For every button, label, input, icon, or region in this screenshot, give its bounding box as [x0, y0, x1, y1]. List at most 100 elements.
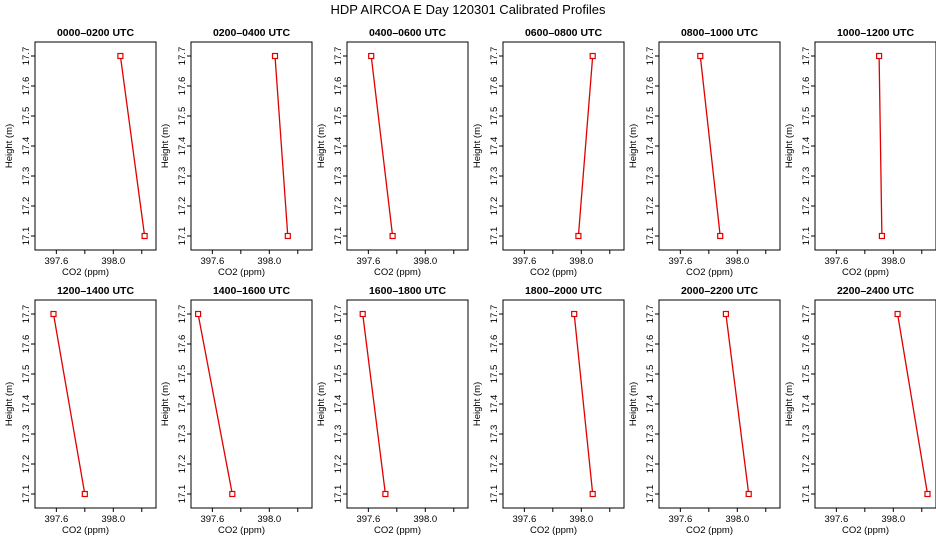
y-tick-label: 17.3 [21, 425, 32, 444]
y-tick-label: 17.7 [645, 305, 656, 324]
y-tick-label: 17.4 [645, 395, 656, 414]
y-tick-label: 17.2 [645, 197, 656, 216]
y-tick-label: 17.1 [489, 485, 500, 504]
y-axis-label: Height (m) [160, 382, 171, 426]
x-tick-label: 398.0 [101, 514, 125, 525]
panel-title: 2000–2200 UTC [681, 285, 758, 297]
y-tick-label: 17.1 [21, 485, 32, 504]
y-tick-label: 17.1 [21, 227, 32, 246]
y-tick-label: 17.4 [21, 395, 32, 414]
panel-title: 1600–1800 UTC [369, 285, 446, 297]
y-tick-label: 17.7 [801, 47, 812, 66]
x-tick-label: 397.6 [200, 514, 224, 525]
profile-point [368, 52, 375, 60]
profile-point [382, 490, 389, 498]
panel-title: 1200–1400 UTC [57, 285, 134, 297]
plot-frame [658, 41, 781, 251]
x-tick-label: 397.6 [356, 514, 380, 525]
y-tick-label: 17.5 [177, 107, 188, 126]
profile-line [573, 313, 594, 495]
profile-point [875, 52, 883, 60]
y-tick-label: 17.6 [489, 335, 500, 354]
y-tick-label: 17.3 [333, 425, 344, 444]
y-tick-label: 17.3 [21, 167, 32, 186]
profile-point [271, 52, 279, 60]
y-tick-label: 17.1 [801, 485, 812, 504]
profile-point [81, 490, 88, 498]
x-axis-label: CO2 (ppm) [686, 267, 733, 278]
y-tick-label: 17.4 [489, 395, 500, 414]
y-tick-label: 17.6 [177, 77, 188, 96]
x-axis-label: CO2 (ppm) [530, 525, 577, 536]
x-tick-label: 397.6 [824, 514, 848, 525]
plot-frame [346, 41, 469, 251]
panel-title: 0400–0600 UTC [369, 27, 446, 39]
profile-point [141, 232, 148, 240]
y-tick-label: 17.2 [21, 455, 32, 474]
y-tick-label: 17.5 [801, 107, 812, 126]
plot-frame [658, 299, 781, 509]
plot-frame [190, 299, 313, 509]
y-tick-label: 17.4 [801, 137, 812, 156]
y-tick-label: 17.3 [801, 167, 812, 186]
y-tick-label: 17.1 [489, 227, 500, 246]
plot-frame [814, 41, 936, 251]
y-tick-label: 17.5 [333, 365, 344, 384]
profile-point [571, 310, 578, 318]
y-tick-label: 17.6 [21, 77, 32, 96]
y-tick-label: 17.7 [177, 305, 188, 324]
y-tick-label: 17.3 [489, 167, 500, 186]
y-tick-label: 17.1 [177, 227, 188, 246]
y-tick-label: 17.6 [177, 335, 188, 354]
page-title: HDP AIRCOA E Day 120301 Calibrated Profi… [330, 2, 606, 17]
y-axis-label: Height (m) [628, 382, 639, 426]
y-tick-label: 17.7 [801, 305, 812, 324]
y-axis-label: Height (m) [472, 382, 483, 426]
profile-line [362, 313, 387, 495]
profile-line [52, 313, 86, 495]
y-tick-label: 17.5 [489, 107, 500, 126]
y-tick-label: 17.3 [645, 425, 656, 444]
x-tick-label: 397.6 [512, 256, 536, 267]
y-tick-label: 17.7 [21, 47, 32, 66]
profile-line [896, 313, 929, 495]
y-tick-label: 17.1 [645, 227, 656, 246]
y-tick-label: 17.2 [177, 455, 188, 474]
y-tick-label: 17.3 [489, 425, 500, 444]
x-tick-label: 397.6 [668, 256, 692, 267]
y-tick-label: 17.5 [177, 365, 188, 384]
y-axis-label: Height (m) [628, 124, 639, 168]
plot-frame [34, 41, 157, 251]
y-axis-label: Height (m) [784, 124, 795, 168]
x-axis-label: CO2 (ppm) [62, 267, 109, 278]
x-axis-label: CO2 (ppm) [62, 525, 109, 536]
panel-title: 0000–0200 UTC [57, 27, 134, 39]
x-axis-label: CO2 (ppm) [374, 525, 421, 536]
y-tick-label: 17.7 [489, 305, 500, 324]
panel-title: 0600–0800 UTC [525, 27, 602, 39]
x-tick-label: 398.0 [257, 256, 281, 267]
profile-line [370, 55, 394, 237]
x-tick-label: 398.0 [257, 514, 281, 525]
y-tick-label: 17.7 [21, 305, 32, 324]
y-tick-label: 17.6 [21, 335, 32, 354]
y-tick-label: 17.7 [645, 47, 656, 66]
y-tick-label: 17.4 [489, 137, 500, 156]
y-tick-label: 17.4 [801, 395, 812, 414]
plot-frame [502, 299, 625, 509]
x-tick-label: 398.0 [101, 256, 125, 267]
y-tick-label: 17.7 [333, 305, 344, 324]
y-tick-label: 17.1 [333, 485, 344, 504]
y-tick-label: 17.3 [177, 167, 188, 186]
profile-point [745, 490, 752, 498]
y-tick-label: 17.6 [645, 77, 656, 96]
profile-point [284, 232, 291, 240]
y-tick-label: 17.2 [489, 455, 500, 474]
profile-point [575, 232, 582, 240]
profile-point [229, 490, 236, 498]
